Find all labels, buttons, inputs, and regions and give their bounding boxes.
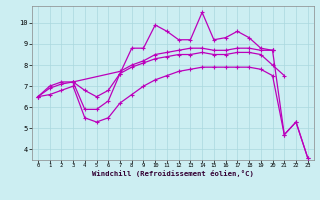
X-axis label: Windchill (Refroidissement éolien,°C): Windchill (Refroidissement éolien,°C) — [92, 170, 254, 177]
